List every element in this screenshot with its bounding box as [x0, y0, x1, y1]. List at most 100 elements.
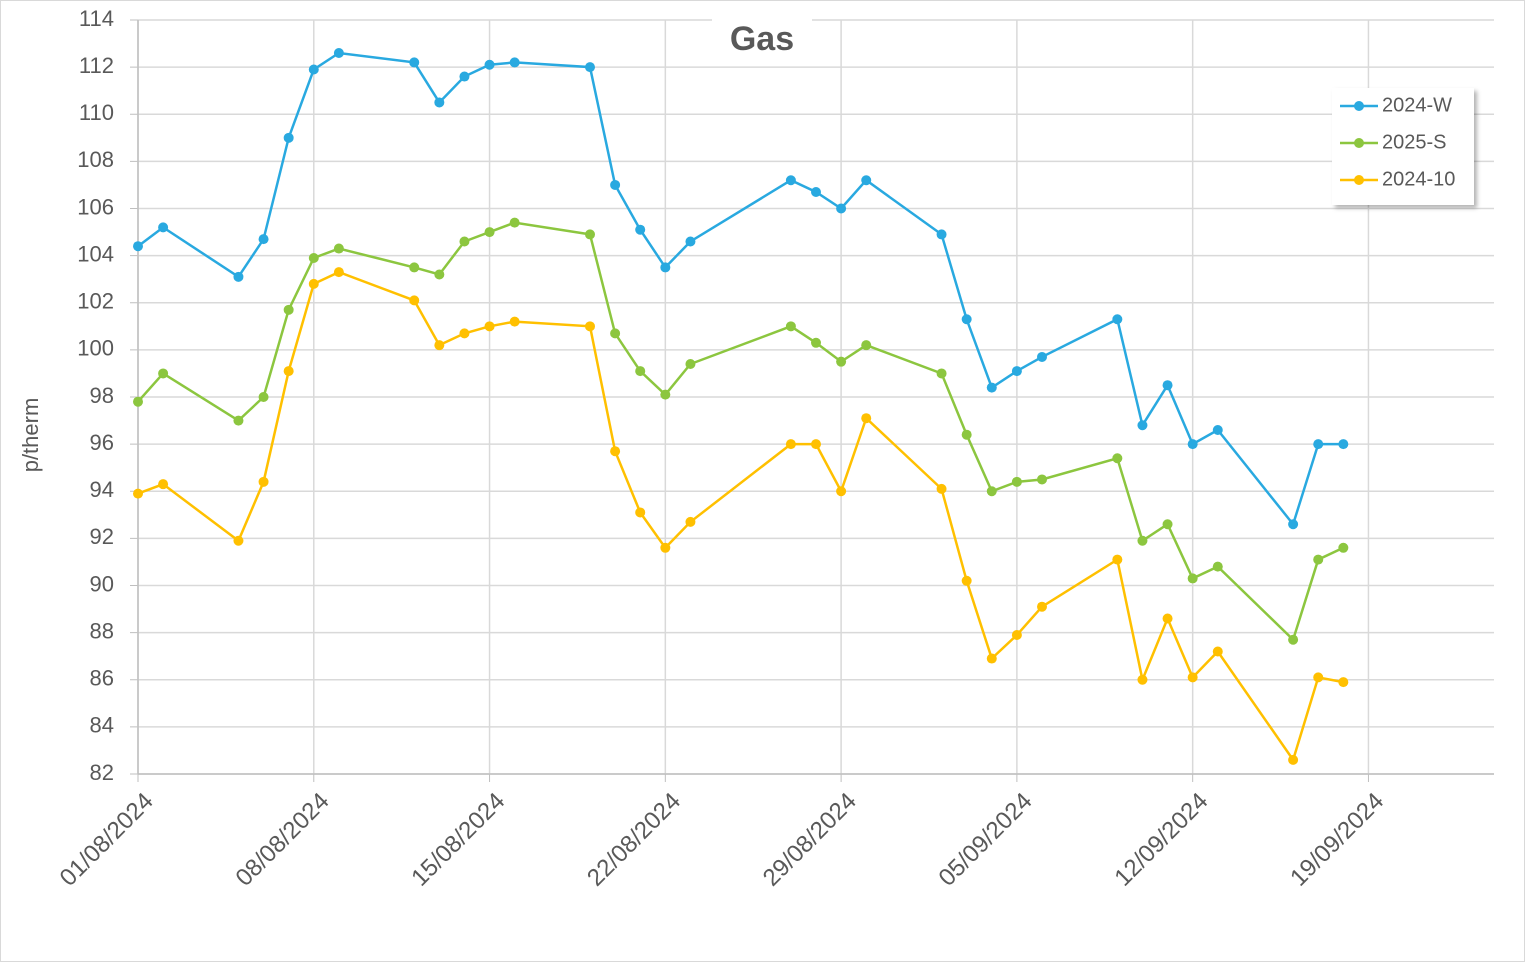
data-point — [635, 507, 646, 518]
data-point — [1137, 420, 1148, 431]
y-tick-label: 112 — [79, 53, 114, 78]
data-point — [635, 366, 646, 377]
y-tick-label: 106 — [77, 194, 114, 219]
data-point — [1187, 672, 1198, 683]
data-point — [1011, 366, 1022, 377]
data-point — [459, 236, 470, 247]
data-point — [434, 340, 445, 351]
data-point — [333, 47, 344, 58]
data-point — [936, 229, 947, 240]
data-point — [1011, 629, 1022, 640]
data-point — [660, 542, 671, 553]
data-point — [610, 179, 621, 190]
data-point — [133, 488, 143, 499]
data-point — [459, 328, 470, 339]
legend-label: 2024-10 — [1382, 168, 1455, 190]
data-point — [509, 217, 520, 228]
data-point — [283, 366, 294, 377]
data-point — [1288, 519, 1299, 530]
data-point — [836, 486, 847, 497]
data-point — [785, 321, 796, 332]
data-point — [158, 479, 169, 490]
data-point — [986, 382, 997, 393]
data-point — [961, 314, 972, 325]
y-tick-label: 114 — [79, 6, 114, 31]
data-point — [660, 262, 671, 273]
legend-marker — [1354, 138, 1364, 148]
data-point — [1313, 439, 1324, 450]
data-point — [811, 439, 821, 450]
y-tick-label: 94 — [90, 477, 114, 502]
data-point — [484, 59, 495, 70]
data-point — [258, 476, 269, 487]
data-point — [1187, 573, 1198, 584]
data-point — [1037, 601, 1047, 612]
data-point — [811, 337, 821, 348]
chart-title: Gas — [730, 20, 794, 58]
legend-marker — [1354, 175, 1364, 185]
data-point — [1137, 674, 1148, 685]
data-point — [1338, 677, 1349, 688]
legend-marker — [1354, 101, 1364, 111]
data-point — [133, 396, 143, 407]
data-point — [308, 64, 319, 75]
data-point — [459, 71, 470, 82]
data-point — [1338, 542, 1349, 553]
data-point — [785, 175, 796, 186]
y-tick-label: 86 — [90, 666, 114, 691]
y-tick-label: 100 — [77, 336, 114, 361]
series-line — [137, 221, 1344, 643]
data-point — [861, 340, 872, 351]
data-point — [1162, 519, 1173, 530]
data-point — [1288, 754, 1299, 765]
y-tick-label: 110 — [79, 100, 114, 125]
data-point — [811, 187, 821, 198]
data-point — [836, 203, 847, 214]
data-point — [434, 269, 445, 280]
data-point — [1011, 476, 1022, 487]
data-point — [158, 368, 169, 379]
data-point — [509, 57, 520, 68]
data-point — [484, 321, 495, 332]
legend-label: 2025-S — [1382, 131, 1447, 153]
y-tick-label: 96 — [90, 430, 114, 455]
data-point — [785, 439, 796, 450]
title-background — [712, 18, 812, 64]
y-tick-label: 82 — [90, 760, 114, 785]
data-point — [1288, 634, 1299, 645]
data-point — [610, 328, 621, 339]
data-point — [409, 262, 420, 273]
data-point — [585, 62, 595, 73]
data-point — [1313, 554, 1324, 565]
data-point — [1212, 646, 1223, 657]
data-point — [660, 389, 671, 400]
data-point — [1212, 424, 1223, 435]
data-point — [685, 359, 696, 370]
data-point — [1037, 351, 1047, 362]
data-point — [233, 415, 244, 426]
data-point — [158, 222, 169, 233]
data-point — [1162, 380, 1173, 391]
data-point — [986, 653, 997, 664]
data-point — [233, 535, 244, 546]
data-point — [1112, 453, 1123, 464]
y-tick-label: 102 — [77, 289, 114, 314]
data-point — [1187, 439, 1198, 450]
data-point — [1112, 314, 1123, 325]
data-point — [685, 516, 696, 527]
data-point — [1338, 439, 1349, 450]
data-point — [1162, 613, 1173, 624]
data-point — [1137, 535, 1148, 546]
data-point — [961, 575, 972, 586]
data-point — [233, 271, 244, 282]
series-line — [137, 270, 1344, 763]
data-point — [936, 483, 947, 494]
data-point — [434, 97, 445, 108]
y-tick-label: 88 — [90, 618, 114, 643]
data-point — [409, 57, 420, 68]
data-point — [258, 234, 269, 245]
data-point — [308, 278, 319, 289]
data-point — [409, 295, 420, 306]
